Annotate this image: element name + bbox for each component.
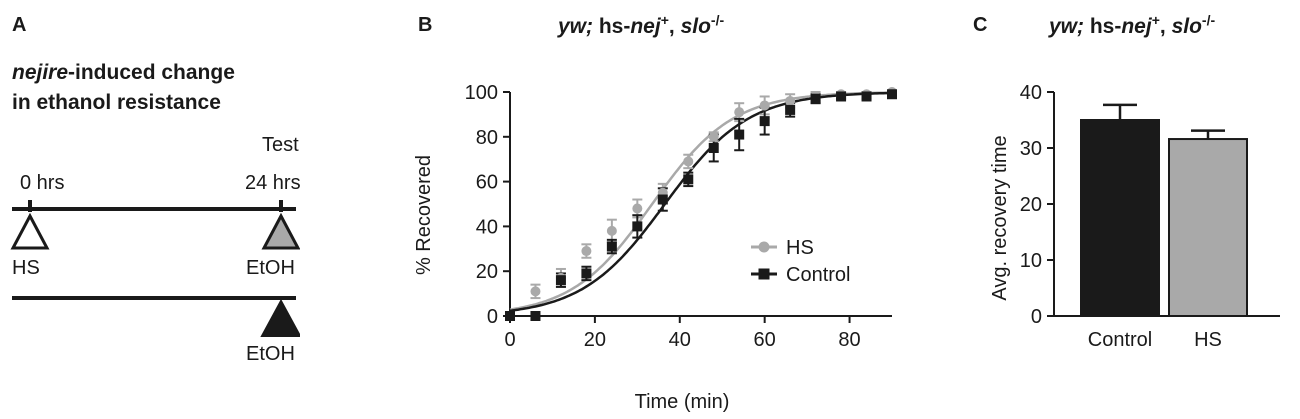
chart-b-x-tick-label: 40 [669,329,691,351]
chart-b-point-hs [606,225,617,236]
chart-b-point-control [505,311,515,321]
chart-b-x-tick-label: 80 [838,329,860,351]
chart-c-bar-control [1080,119,1160,317]
chart-b-point-control [530,311,541,321]
chart-c-y-tick-label: 30 [1020,138,1042,160]
chart-b-y-tick-label: 40 [476,216,498,238]
chart-b-point-hs [861,89,872,100]
hs-open-triangle-icon [10,212,50,250]
title-sup-2: -/- [710,12,725,28]
title-part-2: hs- [1084,15,1122,38]
title-part-1: yw; [558,15,594,38]
chart-c-y-tick-label: 10 [1020,250,1042,272]
chart-b-point-hs [759,100,770,111]
chart-b-point-control [734,129,745,140]
chart-b-point-hs [810,91,821,102]
chart-b-x-tick-label: 20 [584,329,606,351]
title-part-4: , [1159,15,1172,38]
chart-b-point-control [861,91,872,102]
chart-b-point-hs [657,187,668,198]
chart-b-point-hs [836,89,847,100]
chart-b-point-control [657,194,668,205]
chart-c-category-label: Control [1088,329,1152,351]
chart-b-point-control [887,89,897,100]
chart-c-bar-hs [1168,138,1248,317]
legend-label-hs: HS [786,237,814,259]
chart-b-y-axis-label: % Recovered [413,155,435,275]
panel-a-letter: A [12,14,27,36]
etoh-grey-triangle-icon [261,212,300,250]
legend-label-control: Control [786,264,850,286]
etoh-black-triangle-icon [260,298,300,337]
panel-b-letter: B [418,14,433,36]
legend-marker-hs [758,241,770,253]
chart-b-point-hs [683,156,694,167]
timeline-end-time: 24 hrs [245,172,301,194]
chart-b-point-control [708,143,719,153]
title-part-1: yw; [1049,15,1085,38]
timeline-diagram [10,200,300,337]
chart-b-point-control [785,104,796,115]
title-part-2: hs- [593,15,631,38]
chart-b-fit-curve-control [509,91,893,312]
chart-c-title: yw; hs-nej+, slo-/- [1049,12,1215,39]
panel-c-letter: C [973,14,988,36]
panel-a-title-italic: nejire [12,61,69,84]
chart-b-x-tick-label: 0 [504,329,515,351]
timeline-test-label: Test [262,134,299,156]
legend-marker-control [758,268,770,280]
chart-b-point-hs [530,286,541,297]
timeline-row1-end-label: EtOH [246,257,295,279]
chart-b-point-control [632,221,643,232]
chart-b-point-control [555,275,566,286]
chart-b-point-hs [708,131,719,142]
chart-c-y-tick-label: 20 [1020,194,1042,216]
title-part-5: slo [680,15,711,38]
chart-b-point-control [683,174,694,185]
title-sup-1: + [660,12,669,28]
chart-b-point-control [759,116,770,127]
panel-a-title-rest: -induced change [68,61,235,84]
title-sup-1: + [1151,12,1160,28]
panel-a-title-line-2: in ethanol resistance [12,91,221,114]
timeline-row1-start-label: HS [12,257,40,279]
chart-b-point-hs [555,272,566,283]
chart-b-x-tick-label: 60 [754,329,776,351]
chart-b-y-tick-label: 100 [465,82,498,104]
chart-c-category-label: HS [1194,329,1222,351]
title-part-4: , [668,15,681,38]
chart-b-y-tick-label: 80 [476,127,498,149]
timeline-start-time: 0 hrs [20,172,65,194]
chart-b-title: yw; hs-nej+, slo-/- [558,12,724,39]
chart-c-y-axis-label: Avg. recovery time [989,135,1011,300]
chart-b-point-hs [887,87,897,97]
chart-b-x-axis-label: Time (min) [635,391,730,413]
chart-b-y-tick-label: 20 [476,261,498,283]
chart-c-y-tick-label: 40 [1020,82,1042,104]
title-part-5: slo [1171,15,1202,38]
chart-b-point-control [606,241,617,252]
title-part-3: nej [1121,15,1152,38]
chart-b-y-tick-label: 0 [487,306,498,328]
chart-b-point-hs [505,311,515,321]
chart-c-y-tick-label: 0 [1031,306,1042,328]
chart-b-point-hs [734,107,745,118]
title-part-3: nej [630,15,661,38]
chart-b-fit-curve-hs [509,91,892,311]
chart-b-point-hs [785,95,796,106]
timeline-row2-end-label: EtOH [246,343,295,365]
chart-b-y-tick-label: 60 [476,172,498,194]
chart-b-point-hs [632,203,643,214]
panel-a-title: nejire-induced change in ethanol resista… [12,58,312,118]
chart-b-point-hs [581,246,592,257]
chart-b-point-control [836,91,847,102]
title-sup-2: -/- [1201,12,1216,28]
chart-b-point-control [810,93,821,104]
chart-b-point-control [581,268,592,279]
